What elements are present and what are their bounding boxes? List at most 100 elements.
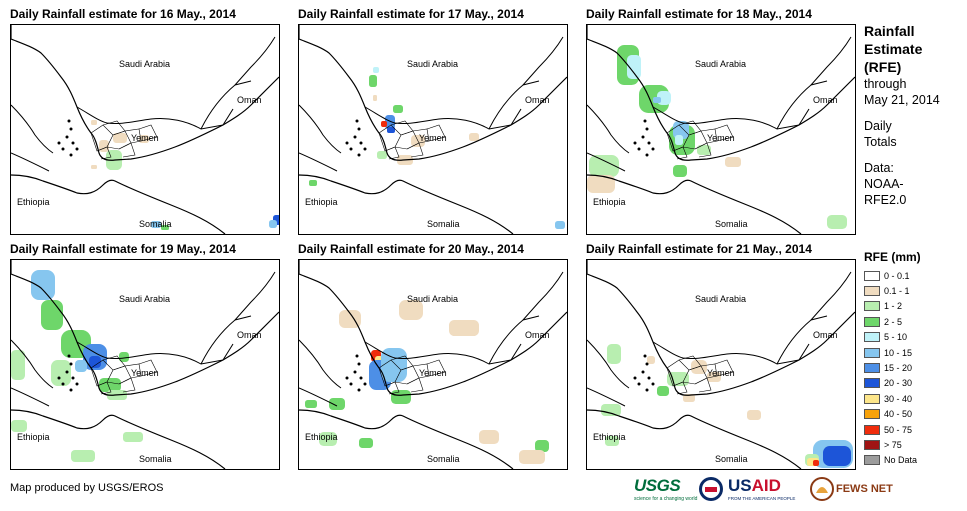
rainfall-patch — [647, 356, 655, 364]
country-label-ethiopia: Ethiopia — [305, 432, 338, 442]
coastline-africa — [587, 174, 802, 234]
rainfall-patch — [91, 120, 97, 125]
legend-title-line: Estimate — [864, 41, 923, 57]
country-label-ethiopia: Ethiopia — [305, 197, 338, 207]
rainfall-patch — [269, 220, 277, 228]
island — [357, 362, 361, 366]
country-border — [510, 343, 522, 361]
rainfall-patch — [519, 450, 545, 464]
island — [67, 119, 71, 123]
country-border — [200, 80, 252, 130]
island — [647, 141, 651, 145]
panel-title: Daily Rainfall estimate for 20 May., 201… — [298, 242, 524, 256]
island — [355, 354, 359, 358]
rfe-class: 0 - 0.1 — [864, 268, 917, 283]
admin-border — [672, 381, 688, 395]
country-label-oman: Oman — [237, 330, 262, 340]
island — [363, 382, 367, 386]
country-border — [587, 339, 630, 389]
rfe-class-label: 50 - 75 — [884, 424, 913, 435]
rfe-class-label: No Data — [884, 455, 918, 466]
rainfall-patch — [813, 460, 819, 466]
map-panel-21: Daily Rainfall estimate for 21 May., 201… — [586, 241, 866, 476]
island — [69, 388, 73, 392]
country-border — [522, 271, 564, 321]
map-canvas: Saudi Arabia Oman Yemen Ethiopia Somalia — [299, 25, 567, 234]
usgs-logo: USGS science for a changing world — [634, 476, 698, 502]
rainfall-patch — [89, 356, 101, 368]
coastline-africa — [587, 409, 802, 469]
rainfall-patch — [479, 430, 499, 444]
island — [651, 147, 655, 151]
island — [645, 153, 649, 157]
rfe-class: 15 - 20 — [864, 360, 917, 375]
admin-border — [384, 146, 400, 160]
rfe-class-label: > 75 — [884, 439, 902, 450]
rfe-swatch — [864, 270, 880, 281]
country-border — [364, 341, 512, 365]
country-border — [11, 339, 54, 389]
usaid-seal-icon — [698, 476, 726, 506]
admin-border — [378, 124, 402, 152]
admin-border — [384, 381, 400, 395]
rainfall-patch — [91, 165, 97, 169]
rainfall-patch — [377, 151, 387, 159]
map-canvas: Saudi Arabia Oman Yemen Ethiopia Somalia — [11, 25, 279, 234]
map-panel-20: Daily Rainfall estimate for 20 May., 201… — [298, 241, 578, 476]
island — [643, 354, 647, 358]
rainfall-patch — [381, 348, 407, 382]
country-label-yemen: Yemen — [419, 133, 447, 143]
logo-strip: USGS science for a changing world USAID … — [634, 476, 959, 506]
country-border — [299, 339, 342, 389]
rainfall-patch — [657, 386, 669, 396]
rfe-class: 20 - 30 — [864, 376, 917, 391]
island — [633, 376, 637, 380]
island — [71, 376, 75, 380]
rainfall-patch — [555, 221, 565, 229]
rainfall-patch — [697, 145, 711, 155]
country-label-oman: Oman — [813, 330, 838, 340]
rfe-class-label: 15 - 20 — [884, 363, 913, 374]
rfe-class-label: 1 - 2 — [884, 301, 903, 312]
island — [645, 362, 649, 366]
country-border — [776, 315, 828, 365]
island — [357, 127, 361, 131]
panel-title: Daily Rainfall estimate for 17 May., 201… — [298, 7, 524, 21]
country-label-ethiopia: Ethiopia — [593, 197, 626, 207]
country-border — [11, 152, 50, 172]
rainfall-patch — [31, 270, 55, 300]
country-label-oman: Oman — [525, 330, 550, 340]
island — [633, 141, 637, 145]
rainfall-patch — [359, 438, 373, 448]
rainfall-patch — [161, 225, 169, 230]
rainfall-patch — [75, 360, 87, 372]
country-border — [364, 106, 512, 130]
admin-border — [96, 146, 112, 160]
country-label-ethiopia: Ethiopia — [593, 432, 626, 442]
coastline — [11, 260, 279, 396]
country-border — [11, 387, 50, 407]
legend-data-source: NOAA- — [864, 177, 904, 191]
panel-title: Daily Rainfall estimate for 16 May., 201… — [10, 7, 236, 21]
country-label-saudi: Saudi Arabia — [119, 59, 170, 69]
rfe-swatch — [864, 347, 880, 358]
rfe-class-label: 10 - 15 — [884, 347, 913, 358]
country-border — [488, 80, 540, 130]
admin-border — [124, 363, 142, 379]
coastline-africa — [11, 174, 226, 234]
rainfall-patch — [535, 440, 549, 452]
rainfall-patch — [823, 446, 851, 466]
admin-border — [412, 363, 430, 379]
map-canvas: Saudi Arabia Oman Yemen Ethiopia Somalia — [587, 260, 855, 469]
island — [355, 119, 359, 123]
rainfall-patch — [601, 404, 621, 416]
country-label-yemen: Yemen — [419, 368, 447, 378]
rfe-class: 40 - 50 — [864, 407, 917, 422]
island — [57, 141, 61, 145]
country-border — [76, 106, 224, 130]
island — [65, 135, 69, 139]
rainfall-patch — [369, 75, 377, 87]
map-credit: Map produced by USGS/EROS — [10, 482, 164, 494]
coastline-africa — [11, 409, 226, 469]
coastline — [587, 260, 855, 396]
